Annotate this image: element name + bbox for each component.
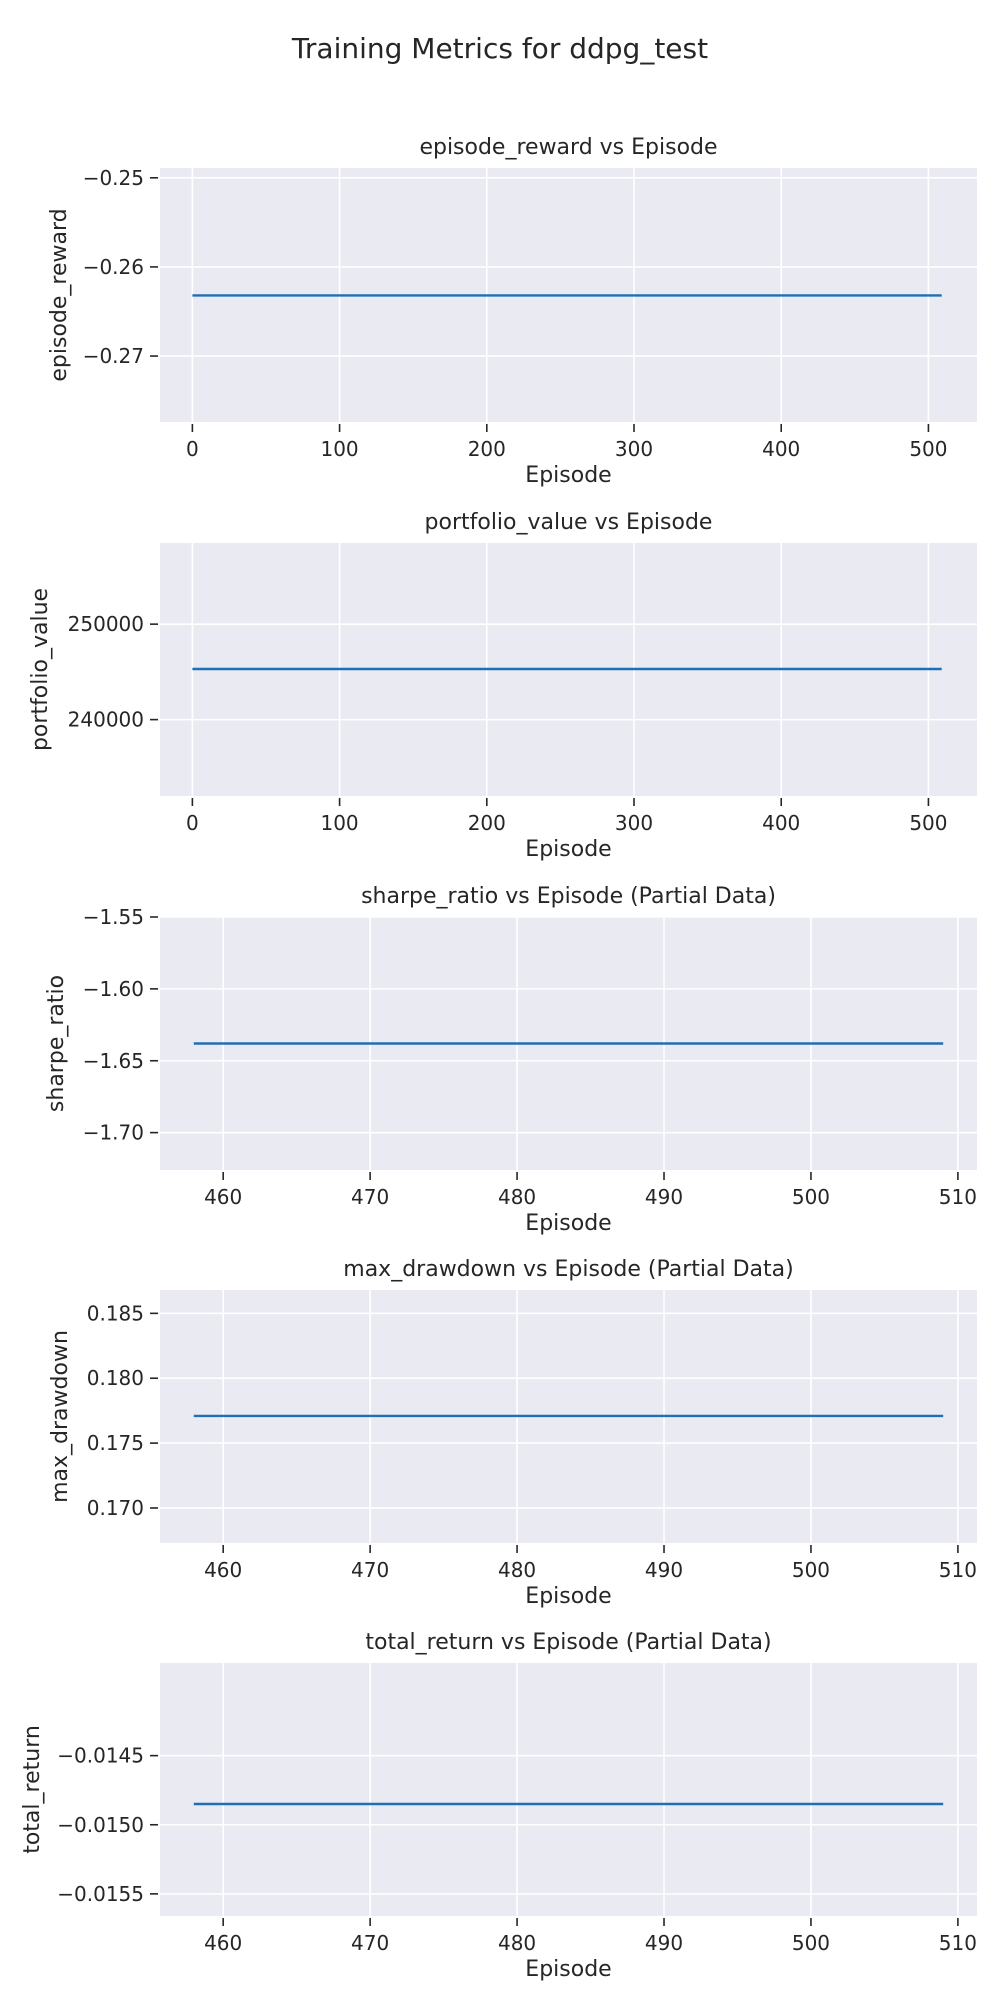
- subplot-2: 0 100 200 300 400 500 250000 240000 portfolio_va…: [28, 510, 977, 862]
- y-axis-label: sharpe_ratio: [44, 975, 69, 1112]
- y-tick-label: −0.0145: [57, 1744, 144, 1768]
- x-tick-label: 300: [615, 437, 653, 461]
- y-tick-label: −0.0150: [57, 1813, 144, 1837]
- x-tick-label: 500: [792, 1931, 830, 1955]
- x-tick-label: 510: [939, 1558, 977, 1582]
- x-tick-label: 500: [909, 811, 947, 835]
- subplot-4: 460 470 480 490 500 510 0.185 0.180 0.175 0.170 ma…: [48, 1257, 977, 1609]
- subplot-title: episode_reward vs Episode: [419, 135, 717, 160]
- x-tick-label: 490: [645, 1558, 683, 1582]
- x-tick-label: 470: [351, 1931, 389, 1955]
- y-tick-label: −1.55: [83, 905, 144, 929]
- x-tick-label: 400: [762, 811, 800, 835]
- x-tick-label: 300: [615, 811, 653, 835]
- x-axis-label: Episode: [525, 1957, 611, 1982]
- y-axis-label: total_return: [20, 1725, 45, 1854]
- x-tick-label: 510: [939, 1931, 977, 1955]
- y-tick-label: 0.175: [87, 1431, 144, 1455]
- x-tick-label: 480: [498, 1185, 536, 1209]
- x-tick-label: 490: [645, 1185, 683, 1209]
- y-tick-label: −1.60: [83, 977, 144, 1001]
- subplot-3: 460 470 480 490 500 510 −1.55 −1.60 −1.65 −1.70 sh…: [44, 884, 977, 1236]
- x-tick-label: 200: [468, 437, 506, 461]
- y-tick-label: −0.25: [83, 166, 144, 190]
- y-axis-label: max_drawdown: [48, 1330, 73, 1503]
- subplot-title: sharpe_ratio vs Episode (Partial Data): [361, 884, 776, 909]
- x-tick-label: 200: [468, 811, 506, 835]
- y-tick-label: 0.170: [87, 1496, 144, 1520]
- x-tick-label: 460: [204, 1931, 242, 1955]
- y-tick-label: 240000: [68, 708, 144, 732]
- subplot-title: total_return vs Episode (Partial Data): [365, 1630, 771, 1655]
- x-tick-label: 100: [320, 811, 358, 835]
- x-tick-label: 500: [909, 437, 947, 461]
- y-tick-label: −0.27: [83, 344, 144, 368]
- subplot-5: 460 470 480 490 500 510 −0.0145 −0.0150 −0.0155 t…: [20, 1630, 977, 1982]
- x-tick-label: 510: [939, 1185, 977, 1209]
- x-tick-label: 460: [204, 1185, 242, 1209]
- x-tick-label: 480: [498, 1558, 536, 1582]
- x-tick-label: 460: [204, 1558, 242, 1582]
- plot-area: [160, 1663, 977, 1916]
- x-tick-label: 0: [186, 437, 199, 461]
- figure-title: Training Metrics for ddpg_test: [291, 32, 709, 65]
- subplot-title: portfolio_value vs Episode: [425, 510, 713, 535]
- y-tick-label: 0.185: [87, 1301, 144, 1325]
- x-tick-label: 500: [792, 1185, 830, 1209]
- y-axis-label: episode_reward: [47, 208, 72, 381]
- subplot-title: max_drawdown vs Episode (Partial Data): [343, 1257, 793, 1282]
- x-tick-label: 470: [351, 1558, 389, 1582]
- x-axis-label: Episode: [525, 837, 611, 862]
- x-tick-label: 500: [792, 1558, 830, 1582]
- y-axis-label: portfolio_value: [28, 588, 53, 751]
- y-tick-label: −1.65: [83, 1049, 144, 1073]
- x-tick-label: 470: [351, 1185, 389, 1209]
- x-axis-label: Episode: [525, 1211, 611, 1236]
- y-tick-label: 250000: [68, 612, 144, 636]
- x-axis-label: Episode: [525, 463, 611, 488]
- x-tick-label: 0: [186, 811, 199, 835]
- y-tick-label: 0.180: [87, 1366, 144, 1390]
- x-tick-label: 480: [498, 1931, 536, 1955]
- x-tick-label: 490: [645, 1931, 683, 1955]
- y-tick-label: −1.70: [83, 1121, 144, 1145]
- y-tick-label: −0.26: [83, 255, 144, 279]
- x-axis-label: Episode: [525, 1584, 611, 1609]
- y-tick-label: −0.0155: [57, 1882, 144, 1906]
- x-tick-label: 400: [762, 437, 800, 461]
- subplot-1: 0 100 200 300 400 500 −0.25 −0.26 −0.27 episode_r…: [47, 135, 977, 488]
- x-tick-label: 100: [320, 437, 358, 461]
